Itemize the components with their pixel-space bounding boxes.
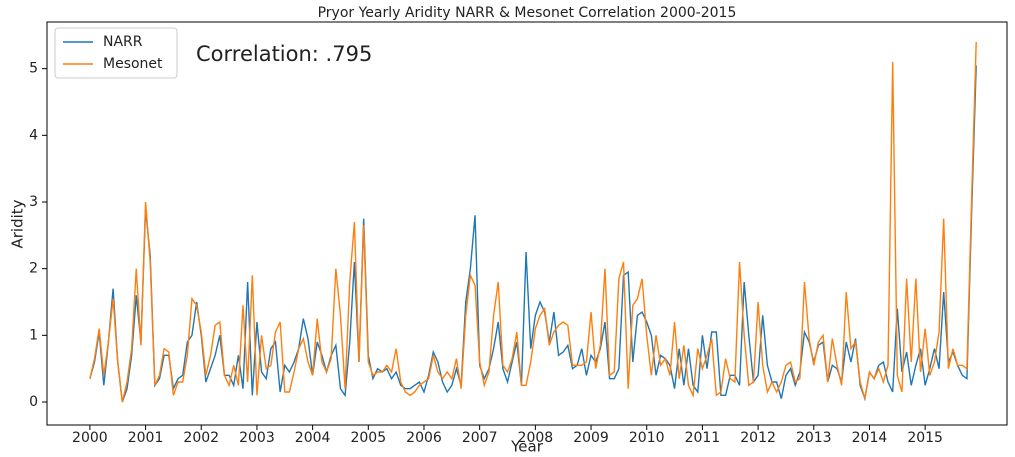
y-tick-label: 4	[29, 127, 38, 143]
x-tick-label: 2015	[907, 430, 943, 446]
y-tick-label: 1	[29, 327, 38, 343]
x-tick-label: 2003	[239, 430, 275, 446]
x-tick-label: 2004	[295, 430, 331, 446]
plot-frame	[46, 21, 1008, 426]
legend-box	[54, 27, 178, 79]
x-tick-label: 2007	[462, 430, 498, 446]
x-tick-label: 2008	[518, 430, 554, 446]
y-tick-label: 0	[29, 394, 38, 410]
x-tick-label: 2001	[128, 430, 164, 446]
x-tick-label: 2005	[350, 430, 386, 446]
y-tick-label: 3	[29, 194, 38, 210]
x-tick-label: 2006	[406, 430, 442, 446]
x-tick-label: 2009	[573, 430, 609, 446]
x-axis-label: Year	[510, 438, 544, 456]
y-tick-label: 2	[29, 261, 38, 277]
x-tick-label: 2000	[72, 430, 108, 446]
y-axis-label: Aridity	[9, 199, 27, 248]
y-tick-label: 5	[29, 61, 38, 77]
x-tick-label: 2014	[852, 430, 888, 446]
x-tick-label: 2010	[629, 430, 665, 446]
x-tick-label: 2013	[796, 430, 832, 446]
x-tick-label: 2011	[685, 430, 721, 446]
legend-label: NARR	[103, 34, 143, 50]
legend-label: Mesonet	[103, 56, 163, 72]
data-line	[89, 41, 977, 403]
x-tick-label: 2012	[740, 430, 776, 446]
annotation: Correlation: .795	[196, 42, 372, 66]
chart-title: Pryor Yearly Aridity NARR & Mesonet Corr…	[318, 5, 737, 21]
x-tick-label: 2002	[183, 430, 219, 446]
